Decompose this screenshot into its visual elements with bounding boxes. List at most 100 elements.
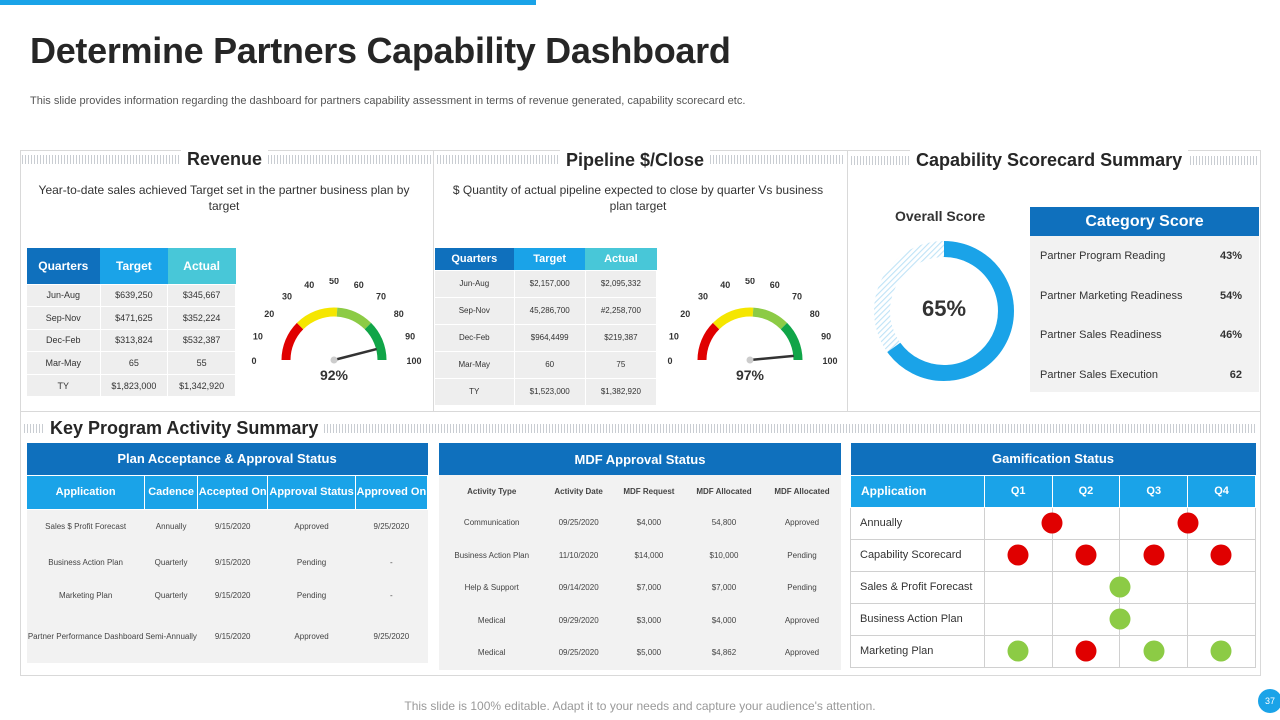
gamification-cell [1119, 506, 1189, 540]
gamification-title: Gamification Status [850, 443, 1256, 475]
pipeline-gauge-tick: 100 [822, 356, 837, 366]
plan-approval-table: Plan Acceptance & Approval Status Applic… [25, 443, 429, 663]
pipeline-gauge-band [712, 307, 754, 330]
plan-approval-title: Plan Acceptance & Approval Status [26, 443, 428, 475]
mdf-cell: $7,000 [612, 572, 685, 605]
gamification-col-header: Q2 [1051, 474, 1121, 508]
revenue-gauge-tick: 0 [251, 356, 256, 366]
mdf-cell: $14,000 [612, 539, 685, 572]
gamification-row: Sales & Profit Forecast [850, 570, 1256, 604]
gamification-app-name: Business Action Plan [850, 602, 985, 636]
pipeline-gauge-tick: 40 [720, 280, 730, 290]
revenue-cell: $471,625 [99, 306, 169, 330]
gamification-row: Marketing Plan [850, 634, 1256, 668]
plan-col-header: Cadence [144, 474, 198, 510]
revenue-col-quarters: Quarters [26, 248, 101, 284]
mdf-cell: 09/25/2020 [544, 507, 613, 540]
gamification-cell [1051, 538, 1121, 572]
mdf-row: Business Action Plan 11/10/2020 $14,000 $10… [439, 539, 841, 572]
gamification-cell [983, 602, 1131, 636]
mdf-approval-table: MDF Approval Status Activity Type Activit… [439, 443, 841, 670]
plan-col-header: Application [25, 474, 146, 510]
pipeline-gauge-pivot [746, 356, 754, 364]
overall-score-label: Overall Score [895, 208, 986, 224]
revenue-cell: $532,387 [167, 328, 236, 353]
pipeline-col-actual: Actual [585, 248, 657, 270]
mdf-cell: 09/29/2020 [544, 604, 613, 637]
pipeline-gauge-band [697, 322, 720, 361]
plan-cell: Approved [267, 509, 356, 545]
mdf-col-header: MDF Request [612, 475, 685, 507]
pipeline-gauge-tick: 30 [698, 291, 708, 301]
pipeline-gauge-value: 97% [736, 367, 765, 383]
mdf-row: Help & Support 09/14/2020 $7,000 $7,000 Pend… [439, 572, 841, 605]
gamification-row: Annually [850, 506, 1256, 540]
gamification-cell [1051, 634, 1121, 668]
page-title: Determine Partners Capability Dashboard [30, 30, 731, 71]
revenue-cell: Dec-Feb [26, 328, 101, 353]
pipeline-gauge-needle [749, 354, 794, 362]
plan-row: Marketing Plan Quarterly 9/15/2020 Pending - [26, 581, 428, 611]
category-score-box: Category Score Partner Program Reading 43… [1030, 207, 1259, 392]
gamification-cell [983, 506, 1199, 540]
pipeline-cell: Mar-May [434, 350, 515, 379]
plan-row: Sales $ Profit Forecast Annually 9/15/2020… [26, 509, 428, 545]
revenue-col-actual: Actual [167, 248, 236, 284]
donut-value-arc [887, 241, 1014, 381]
category-value: 54% [1219, 289, 1242, 302]
plan-cell: 9/15/2020 [197, 611, 268, 663]
mdf-col-header: MDF Allocated [762, 475, 841, 507]
revenue-gauge-tick: 30 [282, 291, 292, 301]
revenue-cell: Sep-Nov [26, 306, 101, 330]
pipeline-cell: 45,286,700 [513, 296, 586, 325]
status-dot-green [1007, 640, 1029, 662]
gamification-cell [1119, 538, 1189, 572]
mdf-cell: Medical [439, 637, 545, 670]
revenue-gauge-tick: 40 [304, 280, 314, 290]
gamification-cell [1119, 634, 1189, 668]
plan-cell: Semi-Annually [144, 611, 198, 663]
gamification-cell [1187, 538, 1256, 572]
plan-cell: Partner Performance Dashboard [26, 611, 145, 663]
pipeline-cell: Dec-Feb [434, 323, 515, 352]
revenue-cell: Jun-Aug [26, 283, 101, 308]
page-number: 37 [1258, 689, 1280, 713]
revenue-gauge-tick: 70 [376, 291, 386, 301]
gamification-col-header: Application [850, 474, 985, 508]
revenue-cell: $639,250 [99, 283, 169, 308]
revenue-cell: $1,342,920 [167, 373, 236, 398]
category-name: Partner Sales Execution [1040, 368, 1159, 381]
mdf-col-header: Activity Date [544, 475, 613, 507]
pipeline-cell: Sep-Nov [434, 296, 515, 325]
plan-cell: Marketing Plan [26, 581, 145, 611]
pipeline-cell: Jun-Aug [434, 269, 515, 298]
revenue-title: Revenue [181, 149, 269, 170]
pipeline-gauge-tick: 10 [669, 331, 679, 341]
mdf-cell: $3,000 [612, 604, 685, 637]
gamification-table: Gamification Status Application Q1 Q2 Q3 Q4 … [850, 443, 1256, 668]
category-name: Partner Marketing Readiness [1040, 289, 1183, 302]
revenue-cell: Mar-May [26, 351, 101, 375]
pipeline-cell: $219,387 [584, 323, 658, 352]
overall-score-donut [874, 241, 1014, 381]
gamification-cell [1051, 506, 1121, 540]
pipeline-row: TY $1,523,000 $1,382,920 [434, 377, 658, 406]
category-value: 62 [1229, 368, 1242, 381]
mdf-row: Medical 09/25/2020 $5,000 $4,862 Approved [439, 637, 841, 670]
mdf-cell: $7,000 [684, 572, 763, 605]
gamification-col-header: Q1 [983, 474, 1053, 508]
pipeline-cell: $1,523,000 [513, 377, 586, 406]
gamification-app-name: Sales & Profit Forecast [850, 570, 985, 604]
plan-col-header: Accepted On [196, 474, 269, 510]
mdf-cell: Business Action Plan [439, 539, 545, 572]
mdf-row: Medical 09/29/2020 $3,000 $4,000 Approved [439, 604, 841, 637]
revenue-gauge-tick: 90 [405, 331, 415, 341]
revenue-gauge-pivot [330, 356, 338, 364]
revenue-gauge-band [336, 307, 372, 330]
plan-cell: Annually [144, 509, 198, 545]
revenue-cell: $313,824 [99, 328, 169, 353]
category-row: Partner Sales Execution 62 [1030, 355, 1259, 395]
revenue-gauge-tick: 10 [253, 331, 263, 341]
mdf-cell: Pending [762, 572, 841, 605]
pipeline-gauge: 0 10 20 30 40 50 60 70 80 90 100 97% [667, 278, 837, 383]
